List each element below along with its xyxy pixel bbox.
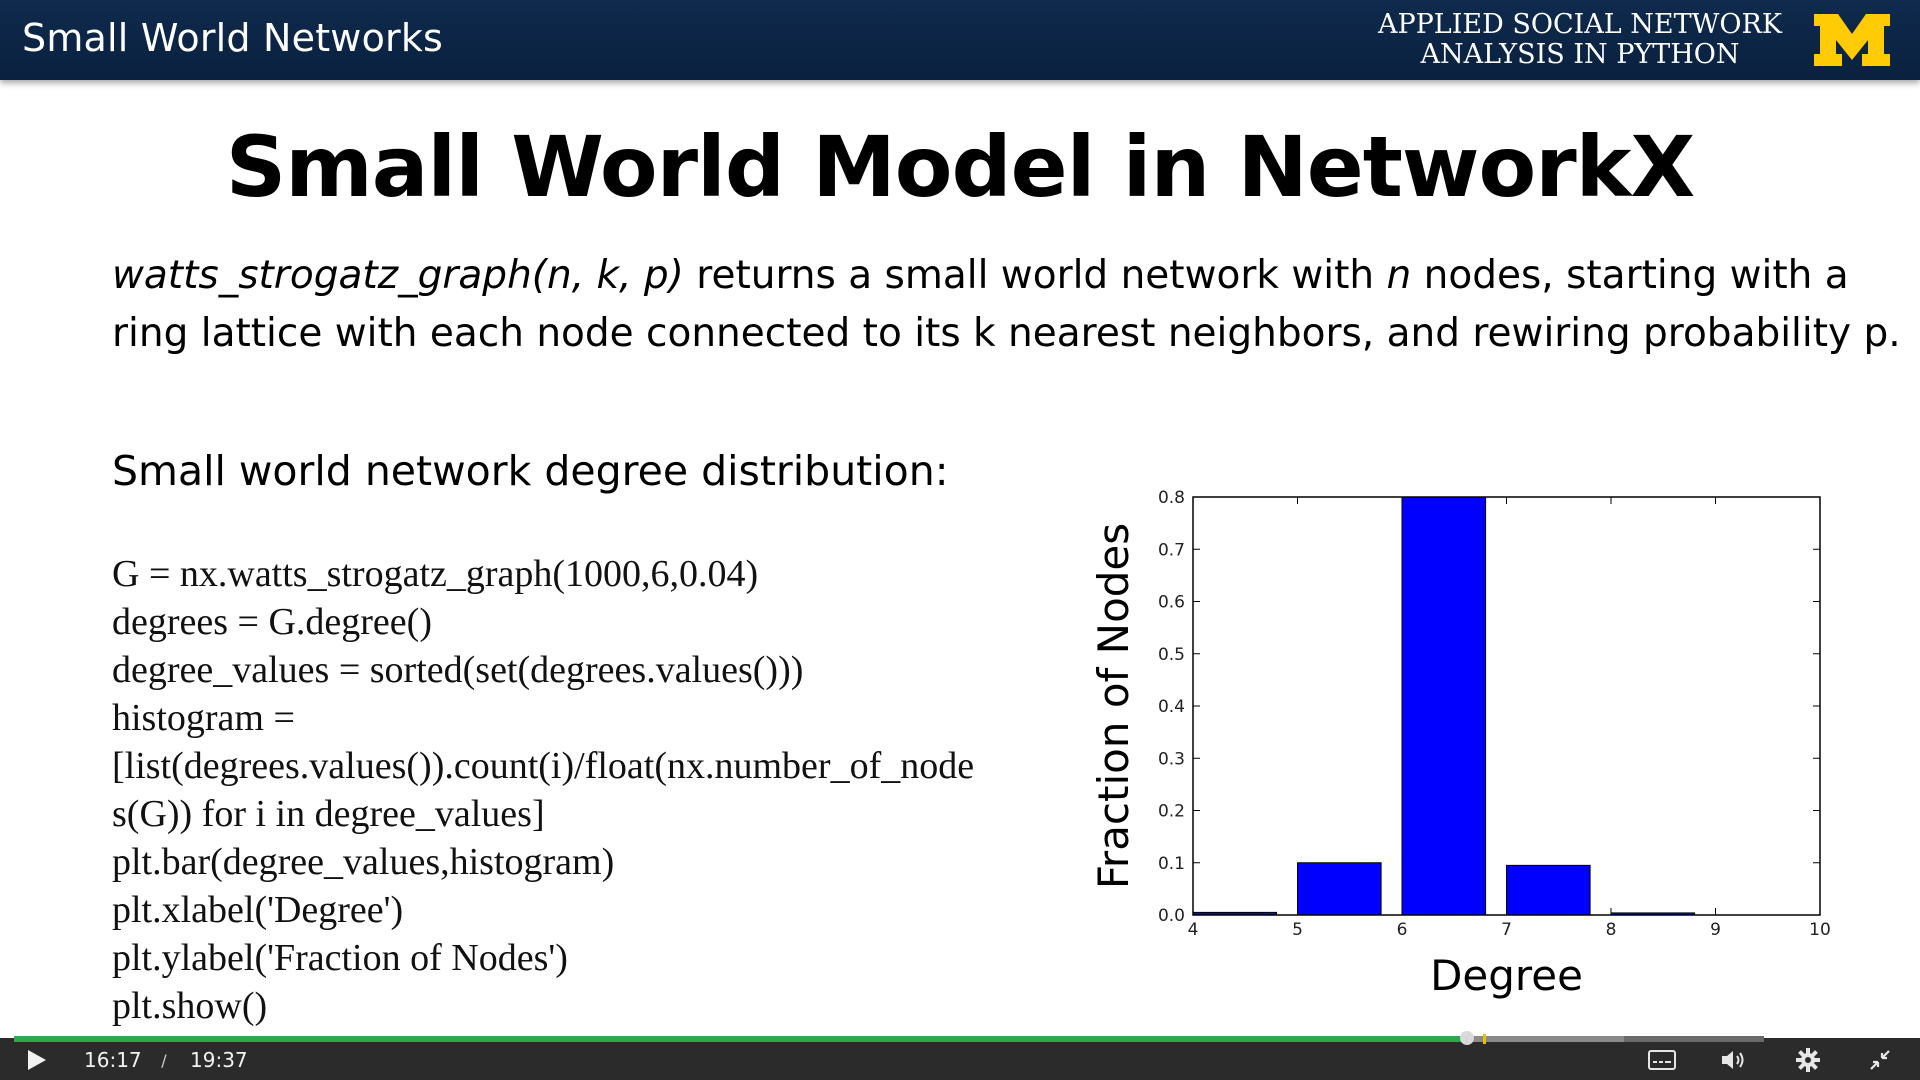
chart-bar: [1401, 496, 1487, 916]
x-tick-label: 10: [1809, 920, 1831, 940]
chart-bar: [1297, 862, 1382, 916]
y-tick-label: 0.7: [1158, 540, 1185, 560]
code-line: degree_values = sorted(set(degrees.value…: [112, 649, 804, 691]
description-n: n: [1386, 253, 1412, 298]
play-icon: [28, 1050, 46, 1070]
progress-marker: [1482, 1034, 1486, 1044]
course-name-line-2: ANALYSIS IN PYTHON: [1420, 39, 1740, 70]
video-controls: [0, 1038, 1920, 1080]
description-text-2: nodes, starting with a ring lattice with…: [112, 253, 1901, 356]
course-name: APPLIED SOCIAL NETWORK ANALYSIS IN PYTHO…: [1370, 10, 1790, 70]
y-tick-label: 0.5: [1158, 645, 1185, 665]
x-tick-label: 6: [1397, 920, 1408, 940]
duration: 19:37: [190, 1048, 248, 1072]
code-line: histogram =: [112, 697, 295, 739]
x-axis-label: Degree: [1430, 951, 1583, 1000]
volume-icon: [1722, 1051, 1744, 1069]
volume-button[interactable]: [1712, 1040, 1756, 1080]
y-tick-label: 0.2: [1158, 802, 1185, 822]
y-tick-label: 0.4: [1158, 697, 1185, 717]
code-line: G = nx.watts_strogatz_graph(1000,6,0.04): [112, 553, 759, 595]
degree-distribution-chart: 0.0 0.1 0.2 0.3 0.4 0.5 0.6 0.7 0.8 4 5 6 7 8 9 10 Degre…: [1089, 488, 1831, 1000]
code-line: plt.ylabel('Fraction of Nodes'): [112, 937, 568, 979]
y-tick-label: 0.1: [1158, 854, 1185, 874]
settings-icon: [1796, 1048, 1820, 1072]
code-line: plt.show(): [112, 985, 268, 1027]
x-tick-label: 9: [1710, 920, 1721, 940]
progress-played: [14, 1036, 1467, 1042]
description-text-1: returns a small world network with: [683, 253, 1387, 298]
code-line: degrees = G.degree(): [112, 601, 432, 643]
code-block: G = nx.watts_strogatz_graph(1000,6,0.04)…: [112, 550, 1042, 1030]
captions-button[interactable]: [1640, 1040, 1684, 1080]
function-signature: watts_strogatz_graph(n, k, p): [112, 253, 684, 298]
slide-description: watts_strogatz_graph(n, k, p) returns a …: [112, 247, 1902, 363]
header-bar: Small World Networks APPLIED SOCIAL NETW…: [0, 0, 1920, 80]
exit-fullscreen-icon: [1870, 1050, 1890, 1070]
chart-bar: [1506, 864, 1591, 916]
x-tick-label: 5: [1292, 920, 1303, 940]
code-line: plt.bar(degree_values,histogram): [112, 841, 615, 883]
exit-fullscreen-button[interactable]: [1858, 1040, 1902, 1080]
current-time: 16:17: [84, 1048, 142, 1072]
section-subheading: Small world network degree distribution:: [112, 447, 949, 495]
y-tick-label: 0.6: [1158, 593, 1185, 613]
code-line: plt.xlabel('Degree'): [112, 889, 404, 931]
progress-scrubber[interactable]: [1459, 1031, 1474, 1045]
y-tick-label: 0.3: [1158, 749, 1185, 769]
course-name-line-1: APPLIED SOCIAL NETWORK: [1377, 9, 1783, 40]
play-button[interactable]: [14, 1040, 58, 1080]
slide-title: Small World Model in NetworkX: [225, 118, 1696, 216]
code-line: s(G)) for i in degree_values]: [112, 793, 545, 835]
lecture-title: Small World Networks: [22, 16, 444, 60]
settings-button[interactable]: [1786, 1040, 1830, 1080]
x-tick-label: 8: [1606, 920, 1617, 940]
plot-frame: [1192, 496, 1821, 916]
x-tick-label: 4: [1188, 920, 1199, 940]
block-m-icon: [1814, 14, 1890, 66]
code-line: [list(degrees.values()).count(i)/float(n…: [112, 745, 975, 787]
x-tick-label: 7: [1501, 920, 1512, 940]
progress-bar[interactable]: [14, 1031, 1764, 1045]
y-tick-label: 0.0: [1158, 906, 1185, 926]
y-tick-label: 0.8: [1158, 488, 1185, 508]
time-separator: /: [161, 1050, 167, 1070]
captions-icon: [1648, 1050, 1676, 1070]
y-axis-label: Fraction of Nodes: [1089, 523, 1138, 889]
